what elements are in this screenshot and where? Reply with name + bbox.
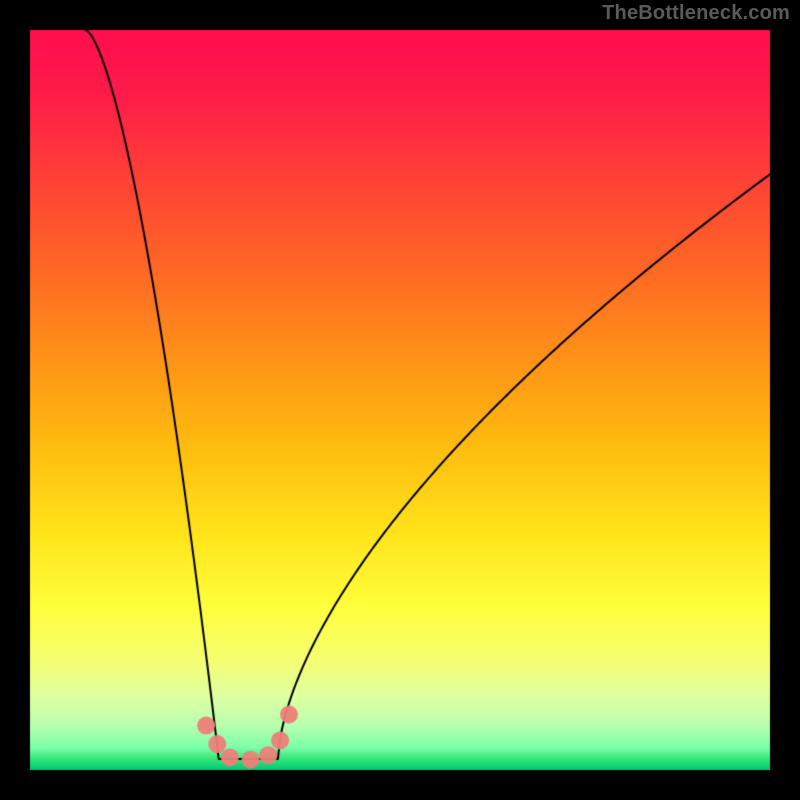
bottleneck-chart bbox=[0, 0, 800, 800]
watermark-text: TheBottleneck.com bbox=[602, 2, 790, 25]
